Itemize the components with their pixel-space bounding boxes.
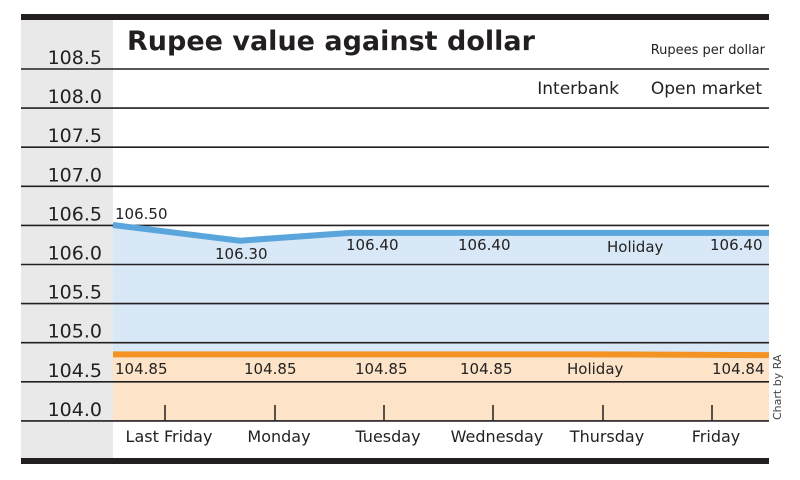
x-tick-label: Monday	[247, 427, 310, 446]
y-tick-label: 104.0	[48, 399, 102, 421]
y-tick-label: 107.5	[48, 125, 102, 147]
y-tick-label: 105.5	[48, 282, 102, 304]
open-market-data-label: 106.40	[710, 236, 763, 254]
y-tick-label: 106.5	[48, 203, 102, 225]
y-tick-label: 107.0	[48, 164, 102, 186]
bottom-bar	[21, 458, 769, 464]
open-market-data-label: 106.40	[458, 236, 511, 254]
open-market-line	[112, 222, 769, 244]
legend-interbank: Interbank	[537, 79, 619, 99]
unit-label: Rupees per dollar	[651, 43, 766, 58]
open-market-data-label: 106.40	[346, 236, 399, 254]
x-tick-label: Friday	[692, 427, 741, 446]
x-tick-label: Last Friday	[126, 427, 213, 446]
open-market-area	[113, 225, 769, 356]
x-tick-label: Wednesday	[451, 427, 544, 446]
open-market-data-label: Holiday	[607, 238, 664, 256]
interbank-data-label: 104.85	[460, 360, 513, 378]
interbank-data-label: 104.85	[115, 360, 168, 378]
y-tick-label: 104.5	[48, 360, 102, 382]
open-market-data-label: 106.50	[115, 205, 168, 223]
interbank-data-label: 104.84	[712, 360, 765, 378]
legend-open-market: Open market	[651, 79, 762, 99]
y-tick-label: 105.0	[48, 321, 102, 343]
y-tick-label: 108.0	[48, 86, 102, 108]
interbank-line	[113, 351, 770, 359]
x-tick-label: Tuesday	[354, 427, 420, 446]
top-bar	[21, 14, 769, 20]
chart-credit: Chart by RA	[771, 354, 784, 420]
interbank-data-label: Holiday	[567, 360, 624, 378]
y-axis-panel	[21, 19, 113, 459]
interbank-area	[113, 354, 769, 421]
open-market-data-label: 106.30	[215, 245, 268, 263]
interbank-data-label: 104.85	[244, 360, 297, 378]
chart-title: Rupee value against dollar	[127, 26, 536, 57]
y-tick-label: 106.0	[48, 243, 102, 265]
interbank-data-label: 104.85	[355, 360, 408, 378]
x-tick-label: Thursday	[569, 427, 644, 446]
y-tick-label: 108.5	[48, 47, 102, 69]
